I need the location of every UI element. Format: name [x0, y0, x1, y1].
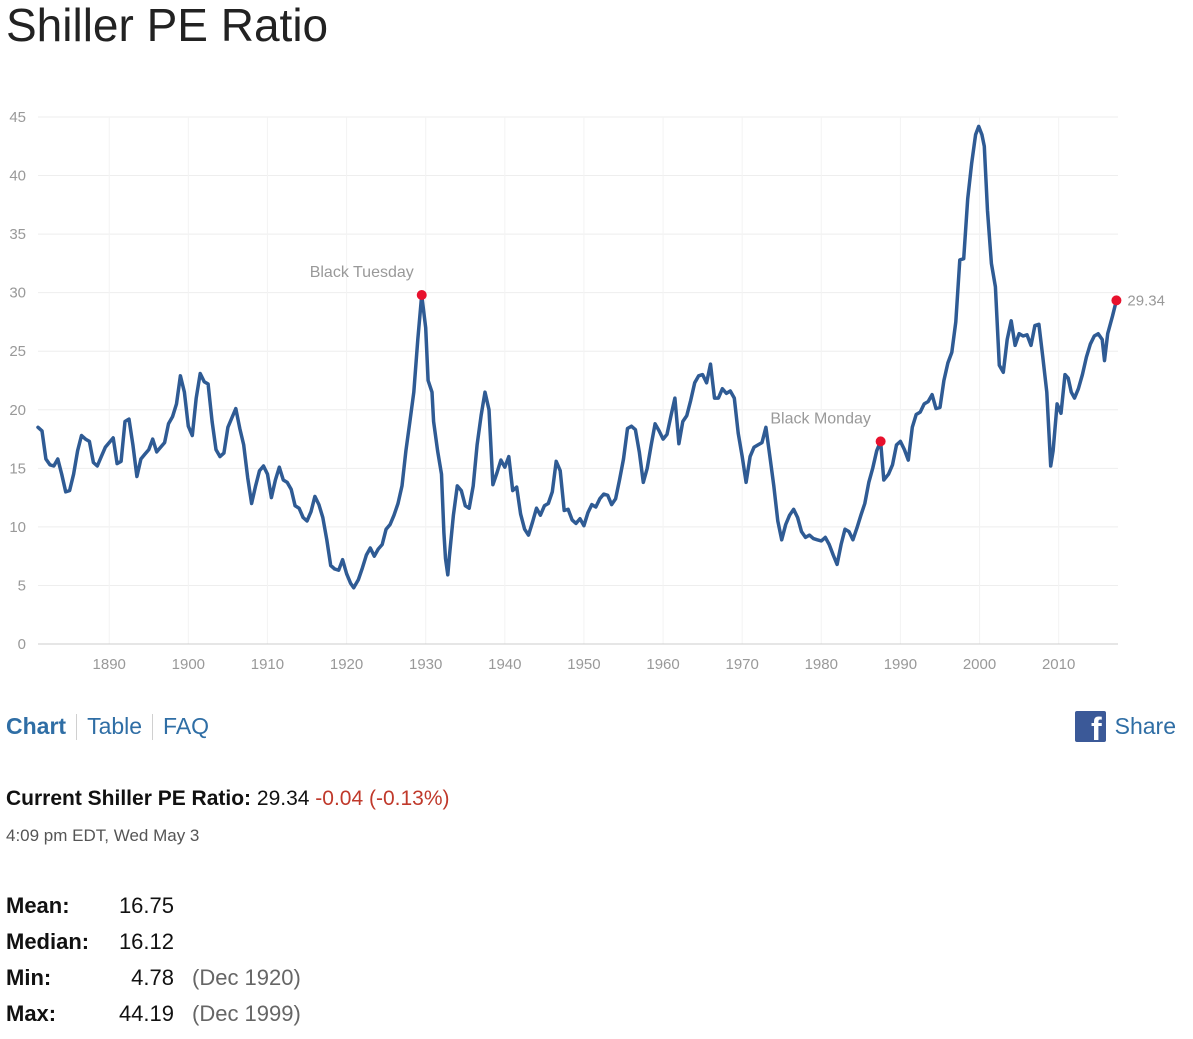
- y-tick-label: 40: [9, 168, 26, 185]
- share-button[interactable]: f Share: [1074, 711, 1176, 742]
- event-marker: [416, 290, 427, 301]
- x-tick-label: 1980: [805, 656, 838, 673]
- stat-row-min: Min: 4.78 (Dec 1920): [6, 965, 301, 1001]
- y-tick-label: 20: [9, 402, 26, 419]
- stat-value: 44.19: [118, 1001, 174, 1026]
- tab-chart[interactable]: Chart: [6, 713, 67, 739]
- stat-row-mean: Mean: 16.75: [6, 893, 301, 929]
- current-value: Current Shiller PE Ratio: 29.34 -0.04 (-…: [6, 787, 450, 811]
- y-tick-label: 25: [9, 343, 26, 360]
- stat-label: Max:: [6, 1001, 57, 1026]
- y-tick-label: 0: [18, 636, 26, 653]
- stat-date: (Dec 1999): [192, 1001, 301, 1026]
- y-tick-label: 15: [9, 460, 26, 477]
- event-marker: [875, 436, 886, 447]
- y-tick-label: 35: [9, 226, 26, 243]
- x-tick-label: 1950: [567, 656, 600, 673]
- x-tick-label: 1890: [93, 656, 126, 673]
- tab-divider: [76, 713, 78, 740]
- annotation-label: Black Tuesday: [310, 264, 414, 281]
- tab-table[interactable]: Table: [87, 713, 143, 739]
- timestamp: 4:09 pm EDT, Wed May 3: [6, 826, 200, 845]
- current-label: Current Shiller PE Ratio:: [6, 787, 252, 810]
- page-title: Shiller PE Ratio: [6, 0, 329, 51]
- stat-date: (Dec 1920): [192, 965, 301, 990]
- current-number: 29.34: [256, 787, 310, 810]
- view-tabs: Chart Table FAQ: [6, 713, 209, 740]
- current-change: -0.04 (-0.13%): [315, 787, 450, 810]
- x-tick-label: 2010: [1042, 656, 1075, 673]
- stat-label: Median:: [6, 929, 90, 954]
- x-tick-label: 1990: [884, 656, 917, 673]
- stat-value: 4.78: [131, 965, 174, 990]
- x-tick-label: 1930: [409, 656, 442, 673]
- x-tick-label: 1960: [646, 656, 679, 673]
- annotation-label: Black Monday: [770, 410, 871, 427]
- y-tick-label: 45: [9, 109, 26, 126]
- stat-row-max: Max: 44.19 (Dec 1999): [6, 1001, 301, 1037]
- tab-faq[interactable]: FAQ: [163, 713, 210, 739]
- facebook-icon: f: [1074, 711, 1106, 742]
- stats-table: Mean: 16.75 Median: 16.12 Min: 4.78 (Dec…: [6, 893, 301, 1037]
- series-line: [36, 124, 1119, 590]
- x-tick-label: 1970: [725, 656, 758, 673]
- current-value-label: 29.34: [1127, 292, 1165, 309]
- stat-value: 16.75: [118, 893, 174, 918]
- y-tick-label: 5: [18, 577, 26, 594]
- stat-label: Mean:: [6, 893, 70, 918]
- y-tick-label: 10: [9, 519, 26, 536]
- stat-label: Min:: [6, 965, 52, 990]
- shiller-pe-chart: 0 5 10 15 20 25 30 35 40 45 1890 1900 1910 1920 1930 19…: [9, 109, 1165, 673]
- share-label: Share: [1114, 713, 1176, 739]
- x-tick-label: 1940: [488, 656, 521, 673]
- x-tick-label: 1900: [172, 656, 205, 673]
- tab-divider: [152, 713, 154, 740]
- x-tick-label: 1910: [251, 656, 284, 673]
- event-marker: [1111, 295, 1122, 306]
- stat-row-median: Median: 16.12: [6, 929, 301, 965]
- y-tick-label: 30: [9, 285, 26, 302]
- x-tick-label: 1920: [330, 656, 363, 673]
- x-tick-label: 2000: [963, 656, 996, 673]
- stat-value: 16.12: [118, 929, 174, 954]
